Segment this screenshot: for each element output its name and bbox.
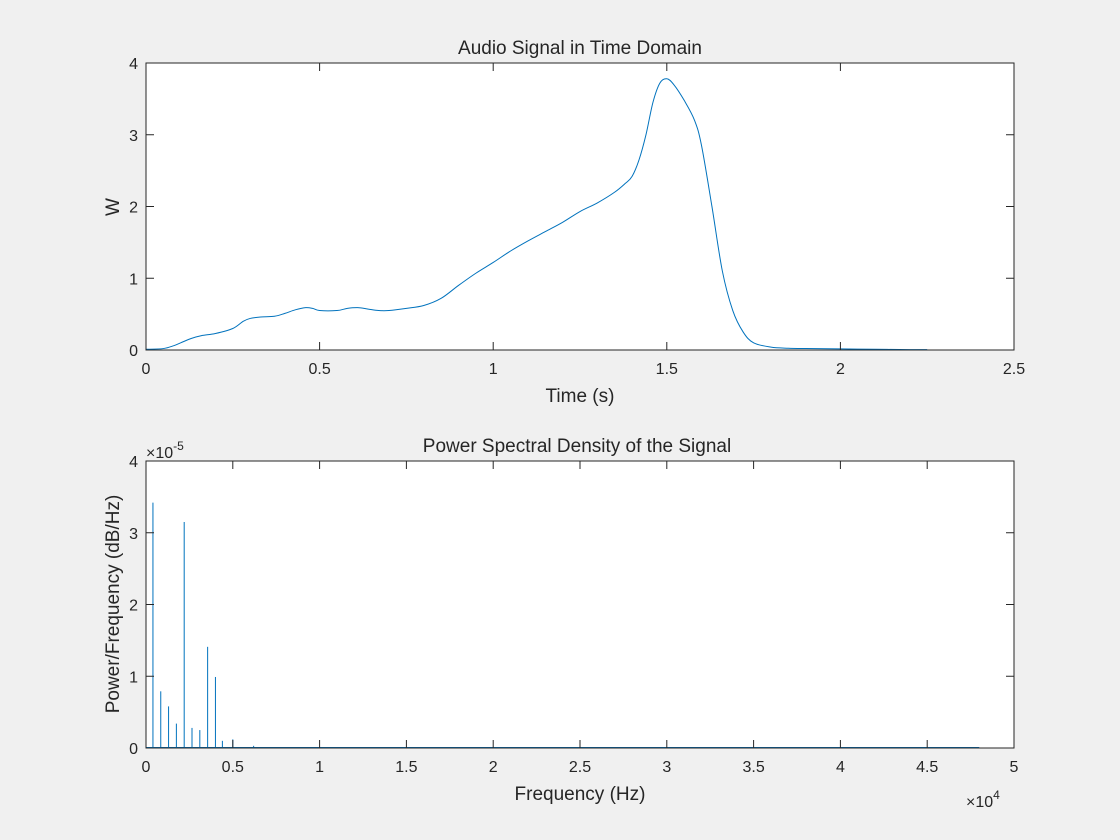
psd-y-tick-label: 2 <box>129 598 138 615</box>
time-domain-y-tick-label: 3 <box>129 128 138 145</box>
psd-y-multiplier: ×10-5 <box>146 439 184 462</box>
psd-x-tick-label: 4.5 <box>916 759 938 776</box>
time-domain-x-axis-label: Time (s) <box>546 386 615 407</box>
psd-title: Power Spectral Density of the Signal <box>423 436 731 457</box>
time-domain-signal-line <box>145 78 928 351</box>
psd-x-tick-label: 1 <box>315 759 324 776</box>
time-domain-y-tick-label: 2 <box>129 200 138 217</box>
psd-x-tick-label: 2 <box>489 759 498 776</box>
psd-x-tick-label: 3 <box>662 759 671 776</box>
time-domain-x-tick-label: 0.5 <box>308 361 330 378</box>
psd-axes: 0 0.5 1 1.5 2 2.5 3 3.5 4 4.5 5 0 1 2 3 4 Power Spectra… <box>103 436 1019 811</box>
time-domain-axes: 0 0.5 1 1.5 2 2.5 0 1 2 3 4 Audio Signal in Time D… <box>103 38 1025 407</box>
psd-x-axis-label: Frequency (Hz) <box>515 784 646 805</box>
time-domain-y-axis-label: W <box>103 198 124 216</box>
psd-x-multiplier-base: ×10 <box>966 794 993 811</box>
psd-plot-area <box>146 461 1014 748</box>
psd-x-tick-label: 3.5 <box>742 759 764 776</box>
psd-x-tick-label: 2.5 <box>569 759 591 776</box>
psd-y-multiplier-base: ×10 <box>146 445 173 462</box>
time-domain-x-tick-label: 1.5 <box>656 361 678 378</box>
time-domain-x-tick-label: 2.5 <box>1003 361 1025 378</box>
psd-y-tick-label: 4 <box>129 454 138 471</box>
time-domain-x-tick-label: 1 <box>489 361 498 378</box>
time-domain-y-tick-label: 0 <box>129 343 138 360</box>
psd-y-axis-label: Power/Frequency (dB/Hz) <box>103 495 124 714</box>
time-domain-x-tick-label: 0 <box>142 361 151 378</box>
psd-x-tick-label: 0 <box>142 759 151 776</box>
psd-x-tick-label: 1.5 <box>395 759 417 776</box>
psd-x-tick-label: 0.5 <box>222 759 244 776</box>
psd-x-tick-label: 5 <box>1010 759 1019 776</box>
time-domain-y-tick-label: 4 <box>129 56 138 73</box>
psd-x-multiplier: ×104 <box>966 788 1000 811</box>
psd-y-tick-label: 3 <box>129 526 138 543</box>
psd-y-multiplier-exponent: -5 <box>173 439 184 453</box>
psd-y-tick-label: 1 <box>129 669 138 686</box>
time-domain-plot-area <box>146 63 1014 350</box>
psd-y-tick-label: 0 <box>129 741 138 758</box>
psd-x-multiplier-exponent: 4 <box>993 788 1000 802</box>
time-domain-y-tick-label: 1 <box>129 271 138 288</box>
time-domain-title: Audio Signal in Time Domain <box>458 38 702 59</box>
psd-x-tick-label: 4 <box>836 759 845 776</box>
time-domain-x-tick-label: 2 <box>836 361 845 378</box>
